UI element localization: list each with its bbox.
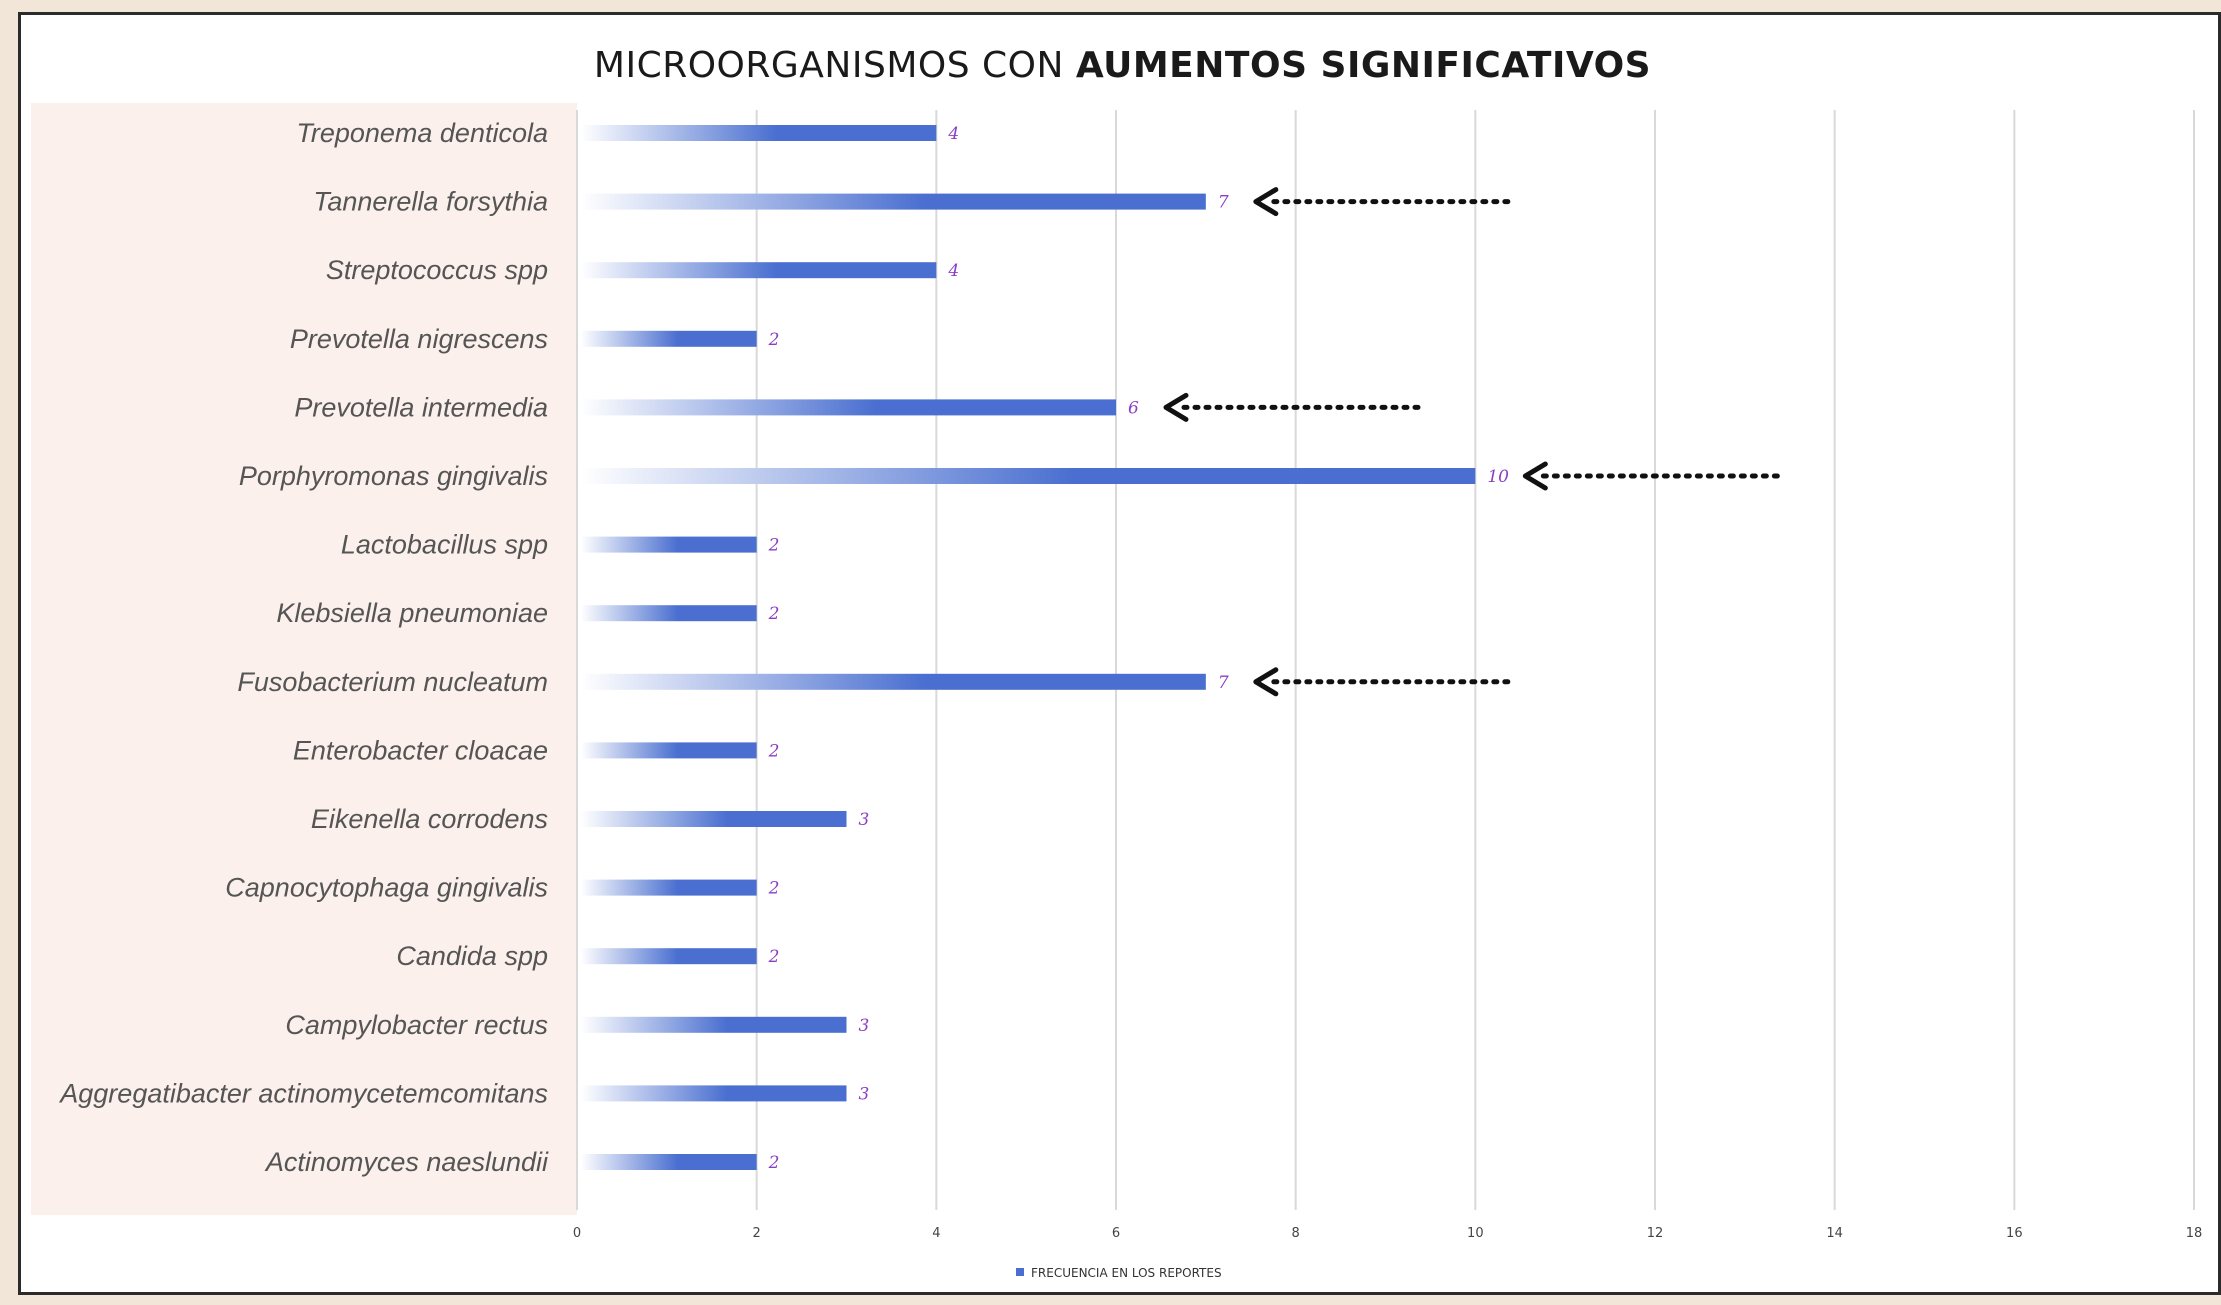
category-label: Lactobacillus spp bbox=[341, 530, 548, 560]
highlight-arrow bbox=[1163, 392, 1424, 422]
x-tick-label: 14 bbox=[1826, 1226, 1843, 1241]
highlight-arrow bbox=[1522, 461, 1783, 491]
data-label: 4 bbox=[947, 124, 959, 144]
bar bbox=[581, 1154, 757, 1170]
category-label: Klebsiella pneumoniae bbox=[276, 598, 548, 628]
bar bbox=[581, 811, 847, 827]
x-tick-label: 4 bbox=[932, 1226, 940, 1241]
legend-label: FRECUENCIA EN LOS REPORTES bbox=[1031, 1266, 1222, 1280]
data-label: 2 bbox=[768, 536, 780, 556]
bar bbox=[581, 125, 937, 141]
category-label: Aggregatibacter actinomycetemcomitans bbox=[58, 1078, 548, 1108]
highlight-arrow bbox=[1253, 187, 1514, 217]
data-label: 10 bbox=[1487, 467, 1509, 487]
x-tick-label: 8 bbox=[1292, 1226, 1300, 1241]
data-label: 3 bbox=[859, 1084, 870, 1104]
x-tick-label: 0 bbox=[573, 1226, 581, 1241]
category-label: Treponema denticola bbox=[296, 118, 548, 148]
bar bbox=[581, 673, 1206, 690]
bar bbox=[581, 948, 757, 965]
title-bold: AUMENTOS SIGNIFICATIVOS bbox=[1075, 45, 1652, 86]
bar bbox=[581, 1085, 847, 1102]
bar bbox=[581, 330, 757, 347]
category-label: Fusobacterium nucleatum bbox=[237, 667, 548, 697]
data-label: 7 bbox=[1218, 193, 1229, 213]
category-label: Prevotella nigrescens bbox=[290, 324, 548, 354]
category-label: Tannerella forsythia bbox=[313, 187, 548, 217]
data-label: 2 bbox=[768, 1153, 780, 1173]
data-label: 2 bbox=[768, 947, 780, 967]
x-tick-label: 2 bbox=[753, 1226, 761, 1241]
bar bbox=[581, 468, 1476, 484]
legend: FRECUENCIA EN LOS REPORTES bbox=[1016, 1266, 1222, 1280]
category-label: Actinomyces naeslundii bbox=[264, 1147, 549, 1177]
bar bbox=[581, 536, 757, 553]
title-normal: MICROORGANISMOS CON bbox=[593, 45, 1076, 86]
data-label: 2 bbox=[768, 741, 780, 761]
data-label: 2 bbox=[768, 330, 780, 350]
category-label: Eikenella corrodens bbox=[311, 804, 548, 834]
category-label: Capnocytophaga gingivalis bbox=[225, 873, 548, 903]
category-label: Streptococcus spp bbox=[326, 255, 548, 285]
x-tick-label: 16 bbox=[2006, 1226, 2023, 1241]
bar bbox=[581, 262, 937, 279]
data-label: 3 bbox=[859, 810, 870, 830]
data-label: 3 bbox=[859, 1016, 870, 1036]
category-label: Enterobacter cloacae bbox=[293, 735, 548, 765]
x-tick-label: 6 bbox=[1112, 1226, 1120, 1241]
category-label: Porphyromonas gingivalis bbox=[239, 461, 548, 491]
data-label: 6 bbox=[1128, 398, 1139, 418]
data-label: 2 bbox=[768, 879, 780, 899]
x-tick-label: 10 bbox=[1467, 1226, 1484, 1241]
chart-frame: MICROORGANISMOS CON AUMENTOS SIGNIFICATI… bbox=[18, 12, 2221, 1295]
highlight-arrow bbox=[1253, 667, 1514, 697]
bar-chart: 0 2 4 6 8 10 12 14 16 18 Treponema denticola 4 Tanne… bbox=[31, 103, 2203, 1280]
legend-swatch bbox=[1016, 1268, 1024, 1276]
chart-title: MICROORGANISMOS CON AUMENTOS SIGNIFICATI… bbox=[21, 45, 2221, 86]
bar bbox=[581, 1016, 847, 1033]
x-tick-label: 18 bbox=[2186, 1226, 2203, 1241]
bar bbox=[581, 193, 1206, 210]
category-panel bbox=[31, 103, 577, 1215]
bar bbox=[581, 879, 757, 896]
category-label: Candida spp bbox=[396, 941, 548, 971]
data-label: 2 bbox=[768, 604, 780, 624]
bar bbox=[581, 399, 1116, 416]
bar bbox=[581, 742, 757, 759]
data-label: 4 bbox=[947, 261, 959, 281]
x-tick-label: 12 bbox=[1647, 1226, 1664, 1241]
bar bbox=[581, 605, 757, 622]
data-label: 7 bbox=[1218, 673, 1229, 693]
category-label: Prevotella intermedia bbox=[294, 392, 548, 422]
category-label: Campylobacter rectus bbox=[285, 1010, 548, 1040]
